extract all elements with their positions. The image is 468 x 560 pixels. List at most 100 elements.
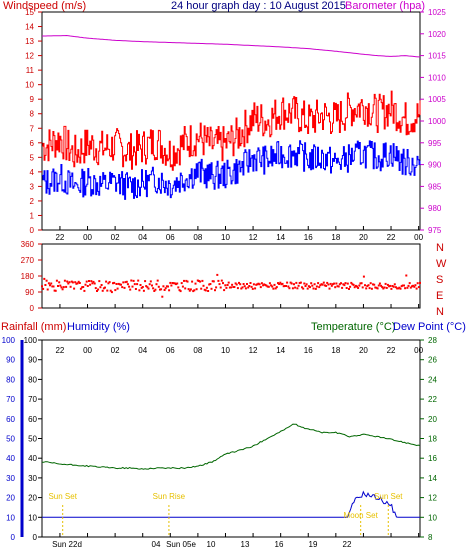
wind-direction-point — [343, 284, 346, 287]
wind-direction-point — [53, 289, 56, 292]
wind-direction-point — [170, 284, 173, 287]
wind-direction-point — [133, 283, 136, 286]
wind-direction-point — [365, 287, 368, 290]
wind-direction-point — [155, 283, 158, 286]
wind-direction-point — [248, 285, 251, 287]
wind-direction-point — [377, 284, 380, 287]
wind-direction-point — [42, 287, 45, 290]
wind-xtick-label: 22 — [55, 233, 64, 242]
wind-direction-point — [252, 283, 255, 286]
wind-direction-point — [322, 281, 325, 284]
wind-direction-point — [110, 291, 113, 294]
wind-direction-point — [117, 282, 120, 285]
rain-ytick-label: 10 — [28, 513, 37, 522]
wind-direction-point — [176, 282, 179, 285]
wind-direction-point — [107, 282, 110, 285]
temp-xtick-label: 22 — [387, 346, 396, 355]
wind-direction-point — [356, 285, 358, 288]
wind-direction-point — [373, 283, 376, 286]
wind-direction-point — [414, 284, 417, 287]
event-label: Sun Set — [48, 492, 77, 501]
wind-direction-point — [61, 288, 64, 291]
wind-direction-point — [222, 282, 224, 285]
wind-direction-point — [100, 284, 103, 286]
bottom-date-label: Sun 22d — [52, 540, 82, 549]
wind-direction-point — [353, 286, 356, 289]
temp-ytick-label: 20 — [428, 415, 437, 424]
rain-ytick-label: 50 — [28, 435, 37, 444]
wind-direction-point — [310, 282, 313, 285]
humidity-ytick-label: 60 — [6, 415, 15, 424]
wind-direction-point — [240, 287, 243, 290]
wind-direction-point — [264, 284, 267, 286]
wind-direction-point — [218, 283, 221, 286]
wind-direction-point — [246, 283, 248, 285]
wind-direction-point — [259, 286, 262, 289]
wind-direction-point — [101, 289, 104, 292]
wind-direction-point — [288, 287, 291, 290]
wind-gust-series-line — [42, 90, 421, 171]
wind-direction-point — [74, 281, 77, 284]
wind-direction-point — [303, 282, 306, 285]
wind-direction-point — [415, 287, 418, 290]
wind-direction-point — [364, 284, 366, 287]
bottom-date-label: 13 — [241, 540, 250, 549]
wind-ytick-label: 1 — [30, 211, 35, 220]
wind-direction-point — [51, 285, 54, 288]
bottom-date-label: 10 — [207, 540, 216, 549]
wind-direction-point — [350, 281, 353, 284]
wind-ytick-label: 15 — [25, 8, 34, 17]
wind-direction-point — [408, 282, 411, 285]
wind-xtick-label: 14 — [276, 233, 285, 242]
temperature-axis-label: Temperature (°C) — [311, 321, 395, 333]
wind-direction-point — [325, 284, 328, 287]
wind-ytick-label: 8 — [30, 110, 35, 119]
temp-xtick-label: 18 — [331, 346, 340, 355]
wind-direction-point — [59, 284, 62, 287]
temp-xtick-label: 00 — [83, 346, 92, 355]
wind-direction-point — [173, 282, 176, 285]
rain-ytick-label: 20 — [28, 494, 37, 503]
wind-direction-point — [305, 283, 308, 286]
temp-ytick-label: 24 — [428, 375, 437, 384]
wind-direction-point — [144, 280, 147, 283]
wind-direction-point — [394, 286, 397, 289]
wind-xtick-label: 02 — [111, 233, 120, 242]
temp-ytick-label: 8 — [428, 533, 433, 542]
wind-direction-point — [354, 284, 357, 287]
humidity-ytick-label: 40 — [6, 454, 15, 463]
humidity-ytick-label: 0 — [11, 533, 16, 542]
bottom-date-label: 16 — [275, 540, 284, 549]
temp-ytick-label: 14 — [428, 474, 437, 483]
wind-direction-point — [88, 280, 90, 282]
wind-direction-point — [45, 279, 48, 282]
wind-direction-point — [242, 283, 245, 285]
wind-direction-point — [238, 281, 240, 284]
wind-direction-point — [162, 285, 165, 288]
wind-direction-point — [67, 282, 70, 285]
wind-direction-point — [199, 280, 202, 283]
wind-direction-point — [195, 288, 198, 291]
wind-direction-point — [389, 284, 392, 287]
wind-direction-point — [236, 287, 239, 290]
wind-direction-point — [183, 279, 185, 282]
wind-direction-point — [346, 282, 349, 285]
wind-direction-point — [232, 286, 235, 288]
temp-ytick-label: 16 — [428, 454, 437, 463]
wind-direction-point — [286, 281, 289, 284]
wind-direction-point — [99, 286, 102, 289]
wind-direction-point — [85, 280, 88, 283]
wind-direction-point — [361, 286, 364, 289]
wind-direction-point — [82, 286, 85, 288]
wind-direction-point — [274, 287, 277, 290]
wind-direction-point — [186, 280, 189, 283]
wind-direction-point — [312, 287, 315, 290]
wind-direction-point — [362, 275, 365, 278]
wind-direction-point — [369, 282, 372, 285]
temp-ytick-label: 10 — [428, 513, 437, 522]
wind-direction-point — [207, 290, 210, 292]
wind-direction-point — [120, 283, 122, 286]
wind-direction-point — [187, 288, 190, 291]
wind-direction-point — [314, 287, 317, 290]
wind-ytick-label: 6 — [30, 139, 35, 148]
